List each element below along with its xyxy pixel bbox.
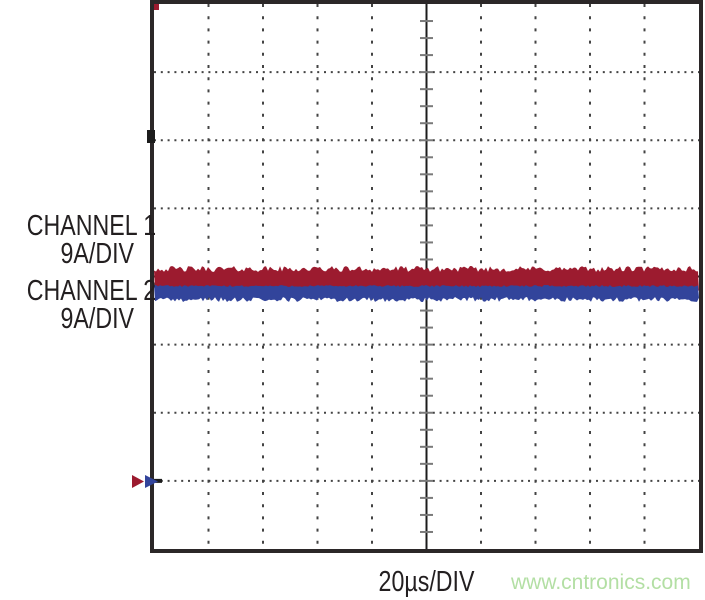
channel1-trace bbox=[154, 266, 699, 291]
channel1-zero-marker-icon bbox=[132, 475, 144, 488]
channel1-scale: 9A/DIV bbox=[60, 237, 134, 270]
trigger-level-marker-icon bbox=[147, 130, 155, 143]
channel2-label: CHANNEL 2 bbox=[26, 275, 157, 307]
timebase-label: 20µs/DIV bbox=[378, 566, 475, 598]
channel2-zero-marker-icon bbox=[145, 475, 158, 488]
channel1-label: CHANNEL 1 bbox=[26, 210, 157, 242]
channel2-label-group: CHANNEL 2 9A/DIV bbox=[26, 275, 157, 335]
scope-display bbox=[150, 0, 703, 553]
watermark-text: www.cntronics.com bbox=[511, 571, 691, 594]
trigger-position-marker-icon bbox=[154, 4, 159, 10]
channel2-trace bbox=[154, 285, 699, 302]
zero-level-markers bbox=[132, 475, 158, 488]
scope-grid bbox=[154, 4, 699, 549]
channel1-label-group: CHANNEL 1 9A/DIV bbox=[26, 210, 157, 270]
chann2-scale: 9A/DIV bbox=[60, 302, 134, 335]
